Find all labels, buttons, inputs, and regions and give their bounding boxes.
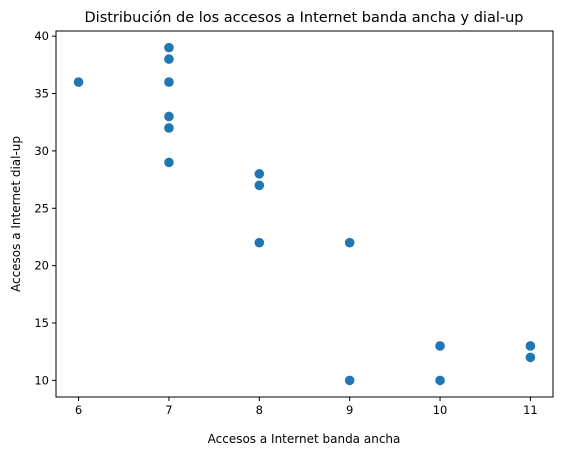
data-point bbox=[344, 237, 355, 248]
plot-area bbox=[55, 30, 554, 398]
x-tick-label: 8 bbox=[256, 403, 263, 417]
data-point bbox=[435, 341, 445, 351]
x-tick-label: 6 bbox=[75, 403, 82, 417]
data-point bbox=[254, 237, 265, 248]
data-point bbox=[344, 375, 355, 386]
x-tick-label: 7 bbox=[165, 403, 172, 417]
data-point bbox=[164, 54, 174, 64]
x-axis-ticks: 6 7 8 9 10 11 bbox=[75, 397, 538, 417]
data-point bbox=[164, 111, 174, 122]
data-point bbox=[164, 123, 174, 133]
data-point bbox=[254, 169, 265, 179]
data-point bbox=[525, 341, 536, 351]
chart-title: Distribución de los accesos a Internet b… bbox=[85, 10, 524, 26]
data-point bbox=[164, 77, 174, 87]
data-point bbox=[254, 180, 265, 191]
y-tick-label: 25 bbox=[34, 201, 49, 215]
data-point bbox=[525, 352, 536, 363]
x-axis-label: Accesos a Internet banda ancha bbox=[208, 432, 401, 446]
y-tick-label: 20 bbox=[34, 259, 49, 273]
y-tick-label: 35 bbox=[34, 87, 49, 101]
x-tick-label: 11 bbox=[523, 403, 538, 417]
data-point bbox=[164, 157, 174, 168]
data-points bbox=[73, 42, 536, 386]
y-tick-label: 30 bbox=[34, 144, 49, 158]
data-point bbox=[435, 375, 445, 386]
y-tick-label: 40 bbox=[34, 29, 49, 43]
data-point bbox=[73, 77, 84, 87]
data-point bbox=[164, 42, 174, 53]
y-axis-label: Accesos a Internet dial-up bbox=[9, 136, 23, 292]
y-tick-label: 10 bbox=[34, 373, 49, 387]
y-tick-label: 15 bbox=[34, 316, 49, 330]
x-tick-label: 9 bbox=[346, 403, 353, 417]
x-tick-label: 10 bbox=[433, 403, 448, 417]
y-axis-ticks: 10 15 20 25 30 35 40 bbox=[34, 29, 56, 387]
